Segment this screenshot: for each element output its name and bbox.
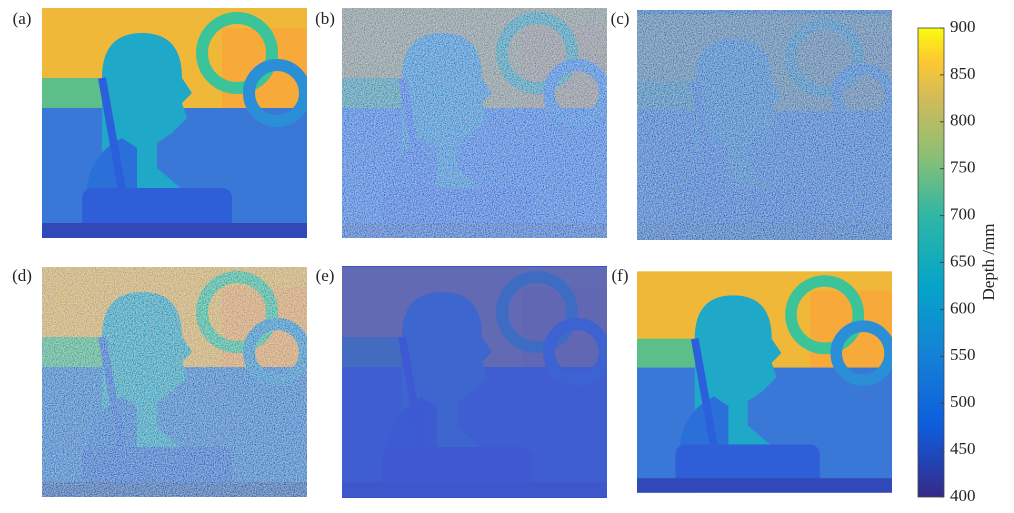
tick-label: 650 [950,251,976,270]
depth-image [342,266,607,498]
panel-label: (a) [13,9,32,28]
depth-image [342,8,607,238]
tick-label: 400 [950,486,976,505]
depth-image [42,8,307,238]
depth-image [42,267,307,497]
tick-label: 450 [950,439,976,458]
panel-label: (f) [612,266,629,285]
tick-label: 800 [950,111,976,130]
depth-image [637,271,892,492]
panel-label: (e) [316,266,335,285]
panel-label: (c) [611,9,630,28]
tick-label: 750 [950,158,976,177]
panels [42,8,892,498]
tick-label: 900 [950,17,976,36]
tick-label: 850 [950,64,976,83]
depth-image [637,10,892,240]
colorbar-axis: 400 450 500 550 600 650 700 750 800 850 900 [940,17,976,505]
colorbar-label: Depth /mm [979,224,998,301]
tick-label: 500 [950,392,976,411]
tick-label: 600 [950,298,976,317]
tick-label: 700 [950,205,976,224]
panel-label: (d) [12,266,32,285]
tick-label: 550 [950,345,976,364]
panel-label: (b) [315,9,335,28]
figure: (a) (b) (c) (d) (e) (f) 400 450 500 550 600 650 700… [0,0,1014,513]
